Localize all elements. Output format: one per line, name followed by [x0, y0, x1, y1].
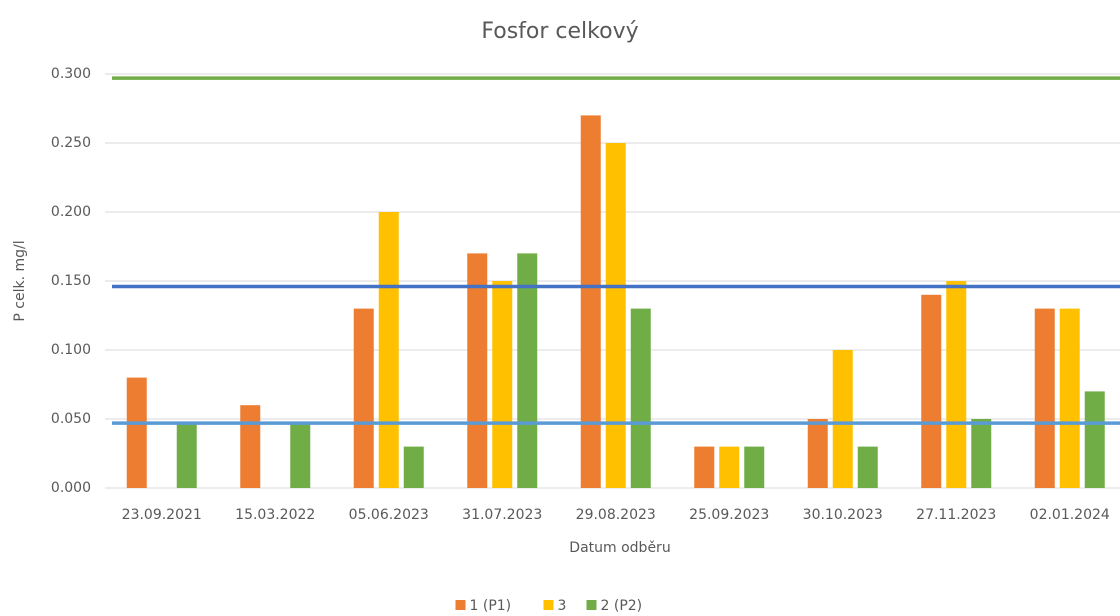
chart-title: Fosfor celkový: [481, 19, 638, 44]
y-tick-label: 0.150: [51, 273, 91, 289]
bar: [353, 308, 374, 488]
x-tick-label: 29.08.2023: [576, 507, 656, 523]
legend-label: 2 (P2): [601, 598, 643, 614]
bar: [832, 350, 853, 488]
bar: [403, 446, 424, 488]
bar: [971, 419, 992, 488]
x-tick-label: 23.09.2021: [122, 507, 202, 523]
legend-label: 1 (P1): [470, 598, 512, 614]
x-tick-label: 15.03.2022: [235, 507, 315, 523]
bar: [630, 308, 651, 488]
bar: [467, 253, 488, 488]
bar: [605, 143, 626, 488]
bar: [290, 421, 311, 488]
x-tick-label: 31.07.2023: [462, 507, 542, 523]
bar: [719, 446, 740, 488]
x-tick-label: 30.10.2023: [803, 507, 883, 523]
y-axis-label: P celk. mg/l: [12, 240, 28, 321]
legend-swatch: [455, 600, 466, 610]
x-axis-label: Datum odběru: [569, 540, 670, 556]
legend-swatch: [543, 600, 554, 610]
bar: [492, 281, 513, 488]
bar: [744, 446, 765, 488]
x-tick-label: 02.01.2024: [1030, 507, 1110, 523]
bar: [694, 446, 715, 488]
y-tick-label: 0.050: [51, 411, 91, 427]
bar: [946, 281, 967, 488]
legend-swatch: [586, 600, 597, 610]
bar: [126, 377, 147, 488]
bar: [176, 421, 197, 488]
y-tick-label: 0.250: [51, 135, 91, 151]
bar: [921, 294, 942, 488]
bar: [517, 253, 538, 488]
bar: [857, 446, 878, 488]
y-tick-label: 0.100: [51, 342, 91, 358]
bar: [1084, 391, 1105, 488]
bar: [1034, 308, 1055, 488]
y-tick-label: 0.300: [51, 66, 91, 82]
legend-label: 3: [558, 598, 567, 614]
y-tick-label: 0.200: [51, 204, 91, 220]
y-tick-label: 0.000: [51, 480, 91, 496]
bar: [807, 419, 828, 488]
x-tick-label: 05.06.2023: [349, 507, 429, 523]
bar: [240, 405, 261, 488]
bar: [1059, 308, 1080, 488]
x-tick-label: 27.11.2023: [916, 507, 996, 523]
x-tick-label: 25.09.2023: [689, 507, 769, 523]
bar: [580, 115, 601, 489]
bar: [378, 212, 399, 488]
